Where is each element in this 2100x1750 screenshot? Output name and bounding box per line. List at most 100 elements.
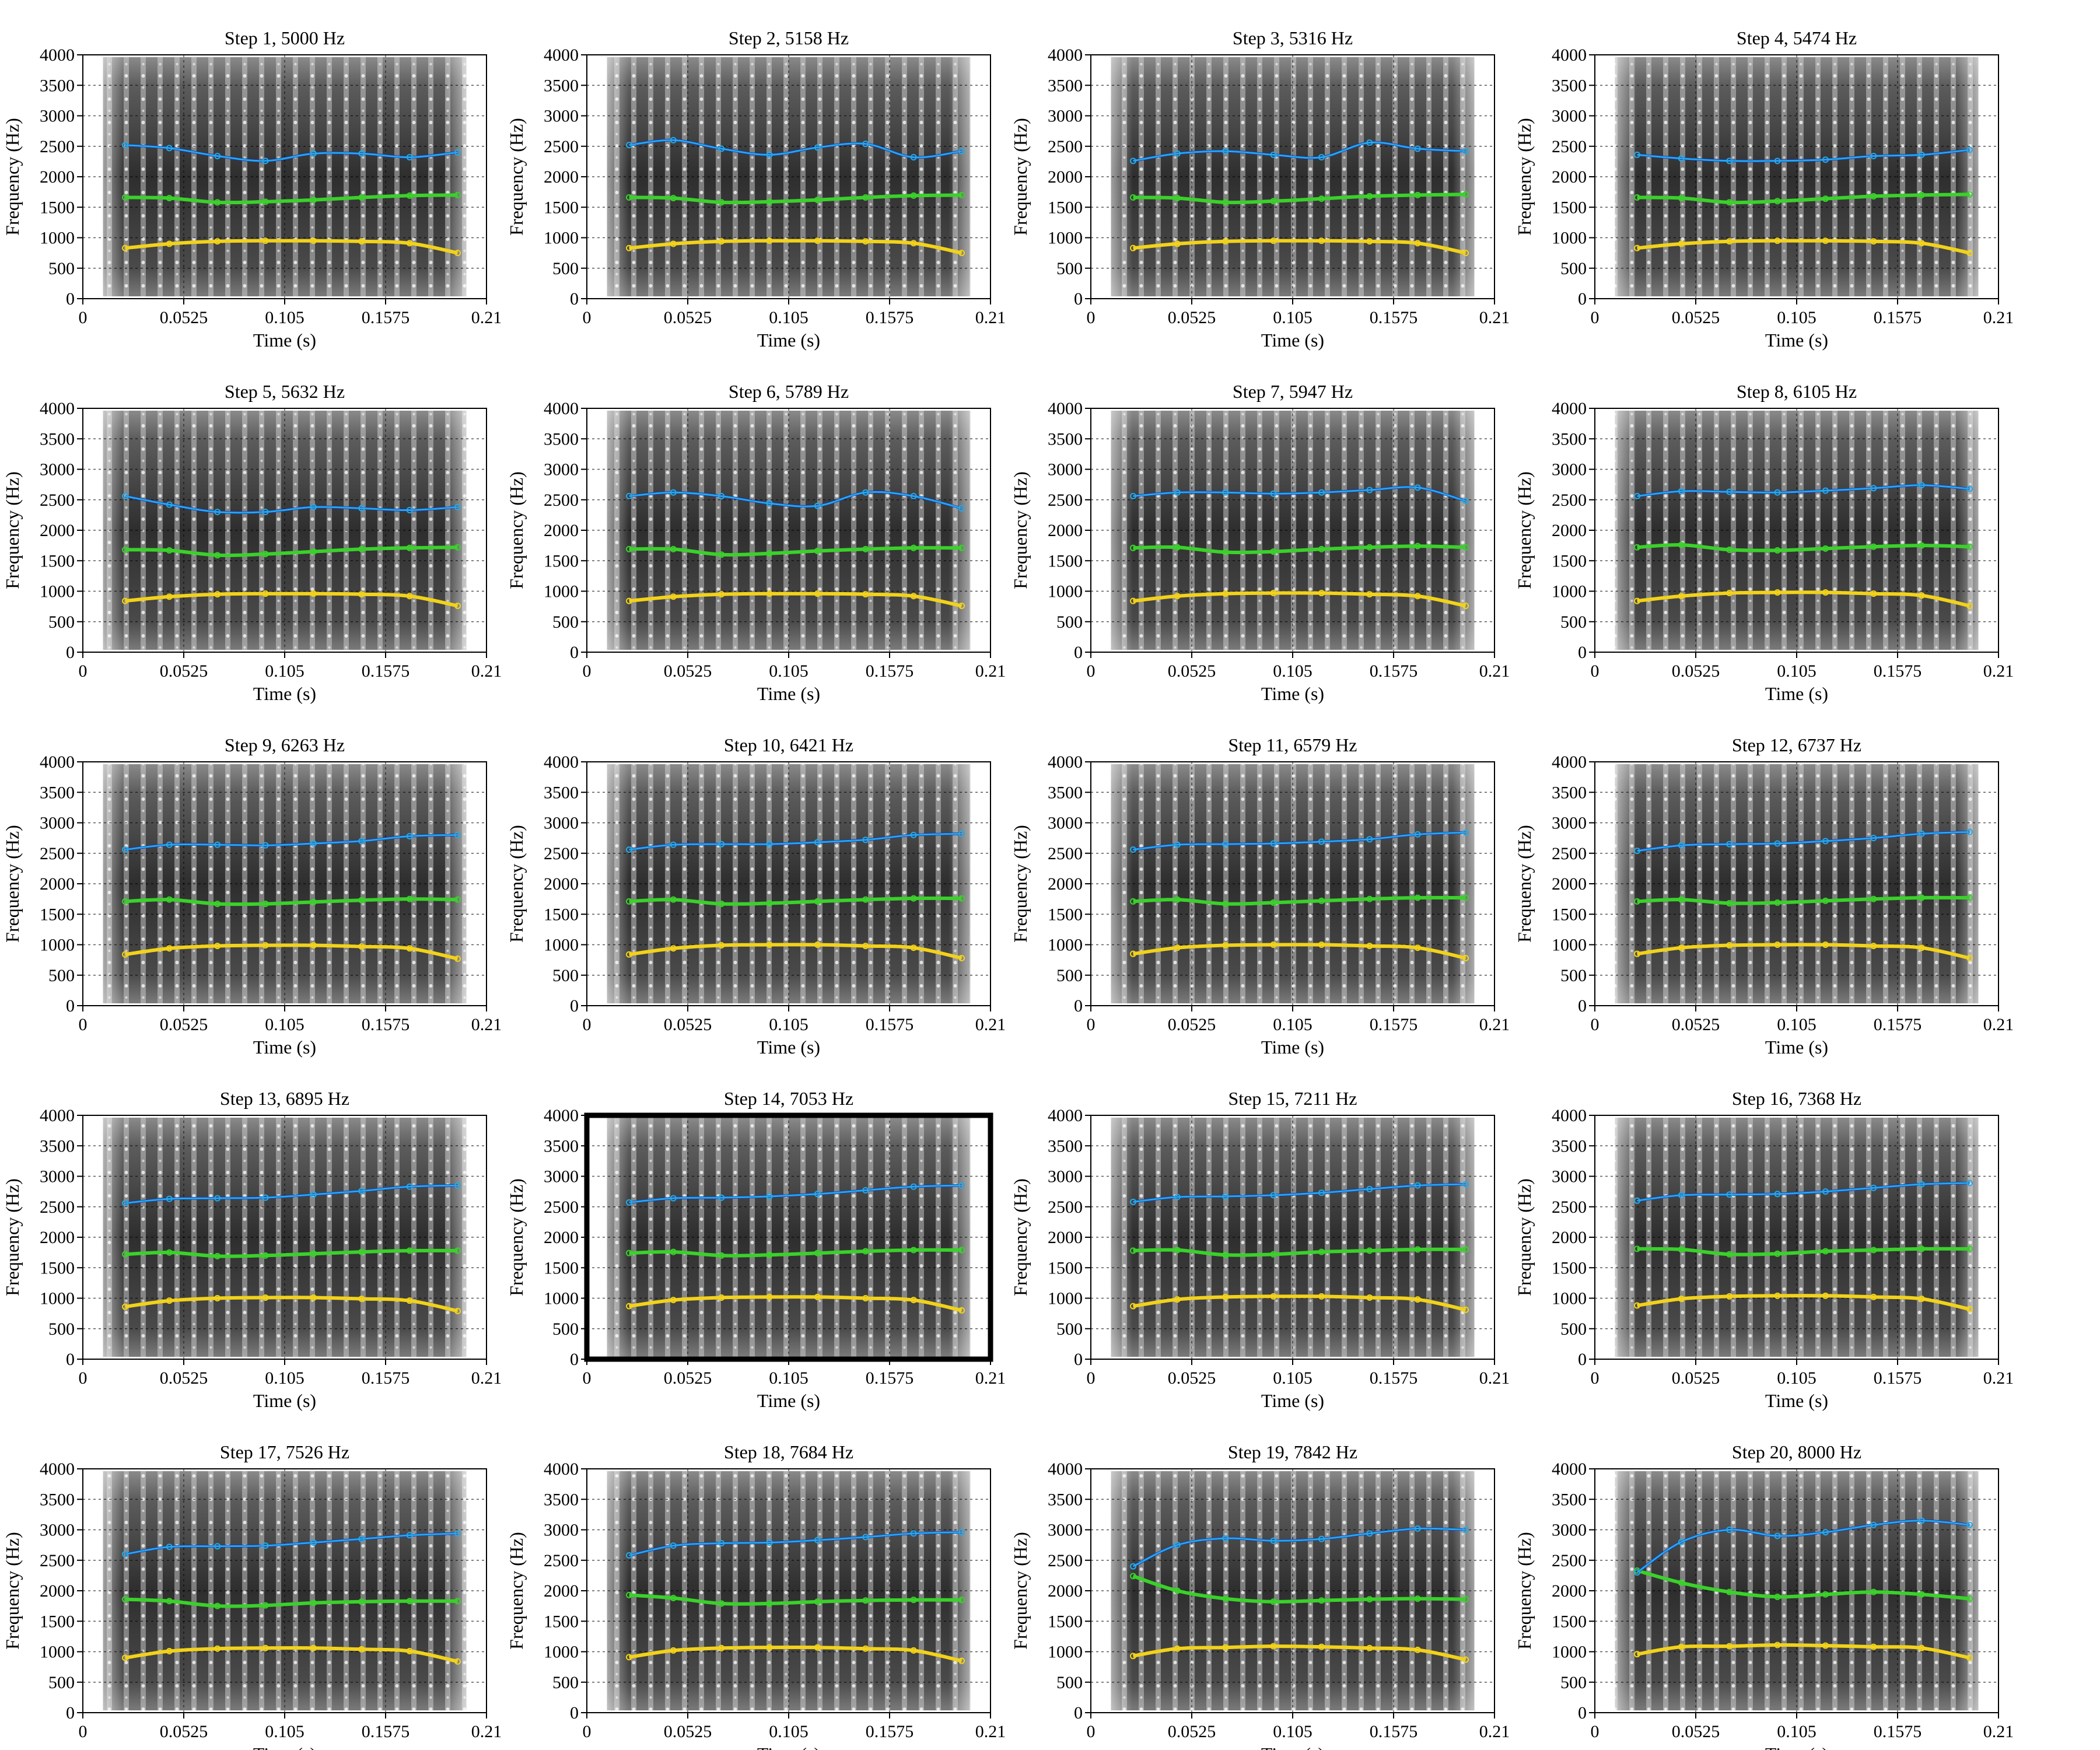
f2-point — [814, 1598, 821, 1605]
f1-point — [454, 250, 461, 257]
f3-point — [1414, 831, 1421, 838]
f2-point — [670, 896, 677, 903]
gridlines — [587, 1115, 991, 1359]
f1-point — [1918, 944, 1925, 951]
f1-point — [1270, 590, 1277, 597]
y-tick-label: 500 — [1560, 966, 1587, 985]
f2-point — [1870, 1247, 1877, 1254]
f2-point — [625, 194, 632, 201]
f2-track-line — [1133, 544, 1466, 555]
f1-point — [625, 1654, 632, 1661]
f3-point — [1918, 482, 1925, 489]
formant-tracks — [1129, 1181, 1469, 1313]
f3-point — [1366, 487, 1373, 494]
y-tick-label: 1000 — [544, 582, 579, 601]
y-tick-label: 1000 — [1048, 936, 1083, 955]
f1-point — [718, 942, 725, 949]
f3-point — [358, 150, 365, 157]
y-tick-label: 2500 — [40, 844, 75, 863]
f1-point — [406, 1647, 413, 1654]
f3-point — [406, 507, 413, 514]
f3-point — [1318, 838, 1325, 845]
y-tick-labels: 0 500 1000 1500 2000 2500 3000 3500 4000 — [1048, 1460, 1091, 1723]
f2-point — [166, 1598, 173, 1605]
gridlines — [587, 762, 991, 1006]
f1-point — [1870, 943, 1877, 950]
y-tick-label: 3500 — [544, 1490, 579, 1509]
f2-point — [1366, 895, 1373, 902]
f2-point — [862, 1597, 869, 1604]
x-tick-label: 0 — [1087, 1368, 1096, 1388]
f2-point — [310, 898, 317, 905]
f2-point — [1918, 1245, 1925, 1252]
y-tick-label: 2000 — [1552, 874, 1587, 894]
f1-point — [958, 1657, 965, 1664]
f2-point — [121, 1251, 128, 1258]
f1-point — [406, 1297, 413, 1304]
y-tick-label: 3500 — [40, 1490, 75, 1509]
formant-tracks — [121, 1530, 461, 1665]
f3-track-line — [629, 1531, 962, 1556]
f2-point — [1822, 1591, 1829, 1598]
x-axis-label: Time (s) — [253, 1744, 316, 1750]
f1-point — [121, 244, 128, 251]
f1-point — [310, 1644, 317, 1651]
formant-tracks — [121, 492, 461, 610]
f3-point — [454, 503, 461, 510]
x-tick-label: 0.0525 — [1672, 662, 1720, 681]
f2-track-line — [1133, 192, 1466, 205]
x-tick-labels: 0 0.0525 0.105 0.1575 0.21 — [583, 652, 1006, 681]
x-tick-labels: 0 0.0525 0.105 0.1575 0.21 — [79, 1006, 502, 1034]
y-axis-label: Frequency (Hz) — [2, 1178, 23, 1296]
panel-step-14: 0 0.0525 0.105 0.1575 0.21 0 500 1000 1500 2000 25… — [506, 1088, 1006, 1411]
f2-point — [766, 1600, 773, 1607]
gridlines — [83, 1469, 487, 1713]
f3-point — [958, 148, 965, 155]
x-tick-label: 0.21 — [975, 308, 1006, 327]
y-tick-label: 3500 — [40, 783, 75, 802]
y-tick-label: 4000 — [1552, 1106, 1587, 1125]
f3-point — [1774, 158, 1781, 164]
y-tick-label: 2500 — [1552, 491, 1587, 510]
x-tick-label: 0.21 — [975, 1015, 1006, 1034]
f1-point — [1174, 240, 1181, 247]
f1-point — [1678, 944, 1685, 951]
y-tick-label: 2000 — [1552, 521, 1587, 540]
f1-point — [1270, 237, 1277, 244]
y-tick-label: 3500 — [1048, 1136, 1083, 1156]
y-tick-label: 0 — [1578, 643, 1587, 662]
f3-point — [1270, 1192, 1277, 1199]
f2-track-line — [125, 545, 458, 558]
f3-point — [1222, 489, 1229, 496]
y-tick-label: 1000 — [1552, 1289, 1587, 1308]
f2-point — [958, 895, 965, 902]
f3-point — [1822, 1188, 1829, 1195]
f2-point — [1222, 1595, 1229, 1602]
y-tick-label: 3500 — [544, 76, 579, 95]
f1-point — [670, 945, 677, 952]
f2-track-line — [1636, 1569, 1970, 1601]
y-tick-label: 500 — [1056, 1320, 1083, 1339]
x-tick-label: 0.21 — [471, 1015, 502, 1034]
f1-point — [1918, 1644, 1925, 1651]
y-tick-label: 0 — [66, 643, 75, 662]
x-tick-label: 0.1575 — [866, 1722, 914, 1741]
y-tick-label: 1500 — [40, 1612, 75, 1631]
f1-point — [1222, 1293, 1229, 1300]
y-tick-labels: 0 500 1000 1500 2000 2500 3000 3500 4000 — [40, 1460, 83, 1723]
x-tick-label: 0.21 — [975, 1368, 1006, 1388]
f1-track-line — [629, 592, 963, 608]
y-tick-label: 0 — [66, 996, 75, 1016]
x-tick-labels: 0 0.0525 0.105 0.1575 0.21 — [1591, 1006, 2014, 1034]
f3-point — [1462, 1527, 1469, 1533]
f2-point — [310, 1250, 317, 1257]
y-tick-labels: 0 500 1000 1500 2000 2500 3000 3500 4000 — [1552, 1460, 1595, 1723]
f3-point — [1678, 1192, 1685, 1199]
f3-point — [1222, 1193, 1229, 1200]
f2-point — [121, 546, 128, 553]
y-tick-label: 4000 — [544, 1106, 579, 1125]
y-tick-label: 4000 — [1048, 752, 1083, 772]
f2-point — [910, 1597, 917, 1604]
f2-point — [1129, 194, 1136, 201]
f1-point — [862, 1295, 869, 1301]
